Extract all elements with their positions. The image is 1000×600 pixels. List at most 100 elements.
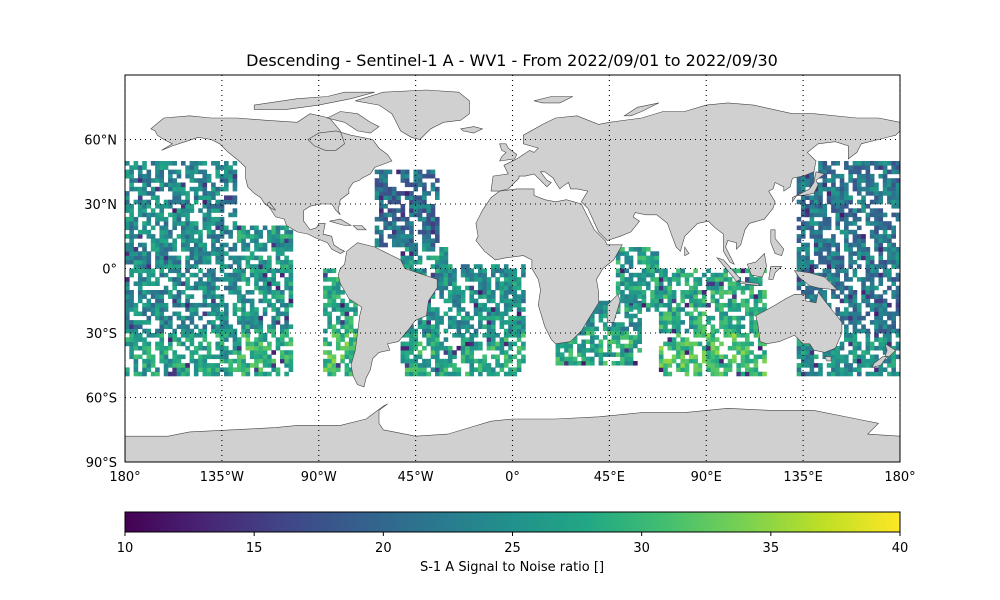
snr-cell — [585, 326, 591, 332]
snr-cell — [482, 358, 487, 364]
snr-cell — [852, 324, 858, 329]
snr-cell — [353, 311, 358, 317]
snr-cell — [435, 272, 440, 278]
snr-cell — [667, 311, 673, 317]
snr-cell — [465, 371, 470, 377]
snr-cell — [163, 345, 169, 351]
map-frame — [124, 74, 901, 463]
snr-cell — [202, 337, 208, 342]
snr-cell — [508, 345, 513, 351]
snr-cell — [680, 290, 686, 295]
snr-cell — [641, 255, 647, 261]
snr-cell — [856, 277, 862, 282]
snr-cell — [861, 195, 866, 200]
snr-cell — [163, 290, 169, 295]
snr-cell — [645, 247, 651, 252]
snr-cell — [684, 371, 690, 377]
snr-cell — [831, 178, 836, 183]
snr-cell — [189, 238, 195, 243]
snr-cell — [344, 324, 350, 329]
snr-cell — [852, 238, 858, 243]
snr-cell — [125, 281, 130, 286]
snr-cell — [693, 285, 698, 291]
snr-cell — [180, 229, 186, 235]
snr-cell — [232, 345, 238, 351]
snr-cell — [335, 320, 341, 325]
snr-cell — [469, 354, 475, 360]
snr-cell — [753, 358, 759, 364]
snr-cell — [400, 178, 406, 183]
snr-cell — [615, 326, 621, 332]
snr-cell — [189, 255, 195, 261]
snr-cell — [193, 281, 199, 286]
snr-cell — [323, 337, 328, 342]
snr-cell — [146, 178, 152, 183]
snr-cell — [211, 298, 216, 304]
snr-cell — [435, 363, 440, 368]
snr-cell — [176, 255, 182, 261]
snr-cell — [839, 229, 845, 235]
snr-cell — [245, 320, 251, 325]
snr-cell — [163, 229, 169, 235]
snr-cell — [874, 216, 879, 222]
snr-cell — [753, 298, 759, 304]
snr-cell — [155, 371, 160, 377]
snr-cell — [839, 199, 845, 205]
snr-cell — [745, 307, 750, 312]
snr-cell — [254, 328, 259, 334]
snr-cell — [185, 302, 190, 308]
snr-cell — [878, 251, 884, 256]
snr-cell — [163, 315, 169, 321]
snr-cell — [865, 328, 871, 334]
snr-cell — [443, 259, 449, 265]
snr-cell — [228, 367, 233, 372]
snr-cell — [844, 354, 849, 360]
snr-cell — [473, 302, 479, 308]
snr-cell — [844, 268, 849, 274]
snr-cell — [224, 337, 229, 342]
snr-cell — [671, 307, 677, 312]
snr-cell — [219, 173, 225, 179]
snr-cell — [211, 247, 216, 252]
snr-cell — [224, 264, 229, 269]
snr-cell — [409, 234, 414, 239]
snr-cell — [146, 199, 152, 205]
snr-cell — [852, 337, 858, 342]
snr-cell — [465, 350, 470, 355]
snr-cell — [422, 367, 427, 372]
snr-cell — [159, 208, 165, 213]
snr-cell — [258, 298, 264, 304]
snr-cell — [125, 337, 130, 342]
snr-cell — [856, 251, 862, 256]
snr-cell — [176, 337, 182, 342]
snr-cell — [198, 208, 203, 213]
snr-cell — [590, 317, 595, 323]
snr-cell — [490, 307, 496, 312]
snr-cell — [684, 277, 690, 282]
snr-cell — [202, 294, 208, 299]
snr-cell — [637, 251, 642, 256]
snr-cell — [757, 345, 763, 351]
snr-cell — [206, 320, 212, 325]
snr-cell — [163, 247, 169, 252]
snr-cell — [891, 204, 896, 209]
snr-cell — [439, 358, 444, 364]
snr-cell — [426, 221, 431, 226]
snr-cell — [185, 225, 190, 231]
snr-cell — [133, 345, 139, 351]
snr-cell — [577, 348, 582, 353]
snr-cell — [275, 247, 281, 252]
snr-cell — [404, 345, 410, 351]
snr-cell — [680, 272, 686, 278]
snr-cell — [232, 328, 238, 334]
snr-cell — [615, 255, 621, 261]
snr-cell — [443, 255, 449, 261]
snr-cell — [422, 182, 427, 188]
snr-cell — [844, 311, 849, 317]
snr-cell — [482, 324, 487, 329]
snr-cell — [874, 320, 879, 325]
snr-cell — [861, 294, 866, 299]
snr-cell — [331, 268, 337, 274]
snr-cell — [400, 191, 406, 196]
snr-cell — [624, 277, 630, 282]
